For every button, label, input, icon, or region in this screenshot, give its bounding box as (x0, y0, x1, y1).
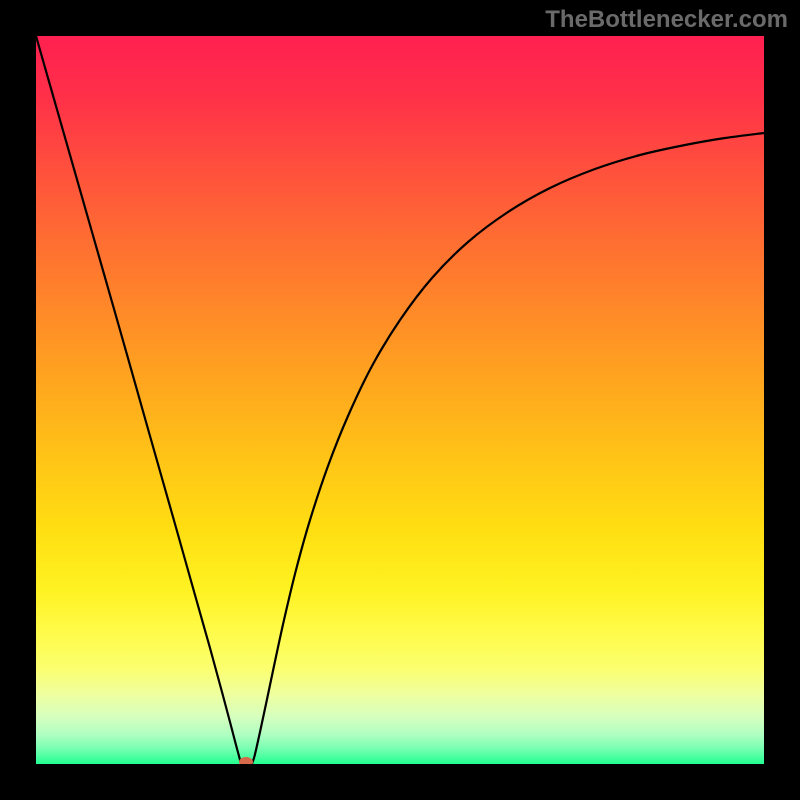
chart-container: TheBottlenecker.com (0, 0, 800, 800)
plot-background (36, 36, 764, 764)
watermark-text: TheBottlenecker.com (545, 6, 788, 34)
bottleneck-chart (0, 0, 800, 800)
